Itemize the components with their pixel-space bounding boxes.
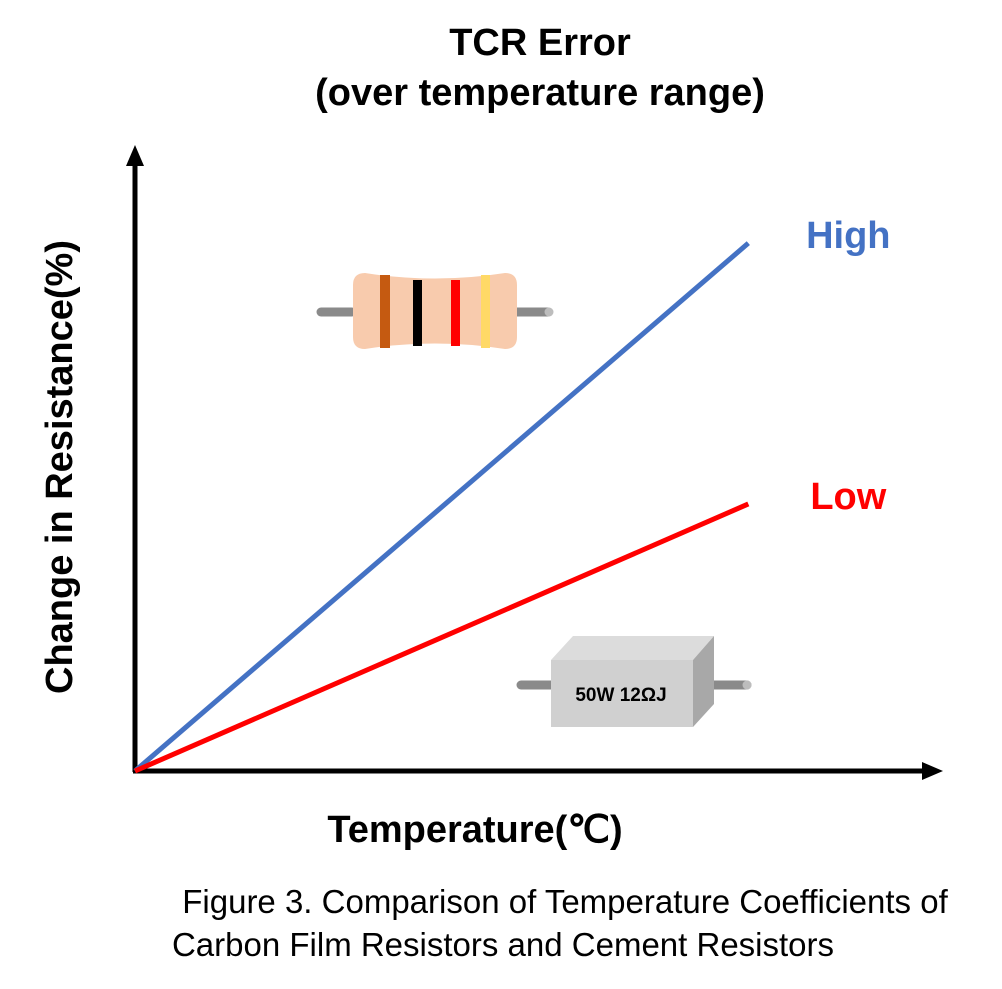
chart-subtitle: (over temperature range) (315, 72, 765, 114)
x-axis-arrow-icon (922, 762, 943, 780)
carbon-film-resistor-icon (316, 273, 554, 349)
chart-title: TCR Error (449, 22, 631, 64)
y-axis-arrow-icon (126, 145, 144, 166)
series-label-low: Low (810, 476, 886, 518)
caption-line-2: Carbon Film Resistors and Cement Resisto… (172, 926, 834, 963)
x-axis-label: Temperature(℃) (327, 809, 622, 851)
cement-resistor-icon: 50W 12ΩJ (516, 636, 752, 727)
y-axis-label: Change in Resistance(%) (39, 240, 81, 694)
series-line-low (134, 501, 750, 774)
caption-line-1: Figure 3. Comparison of Temperature Coef… (182, 883, 948, 920)
series-label-high: High (806, 215, 890, 257)
series-line-high (133, 241, 750, 773)
cement-resistor-label: 50W 12ΩJ (575, 685, 666, 706)
